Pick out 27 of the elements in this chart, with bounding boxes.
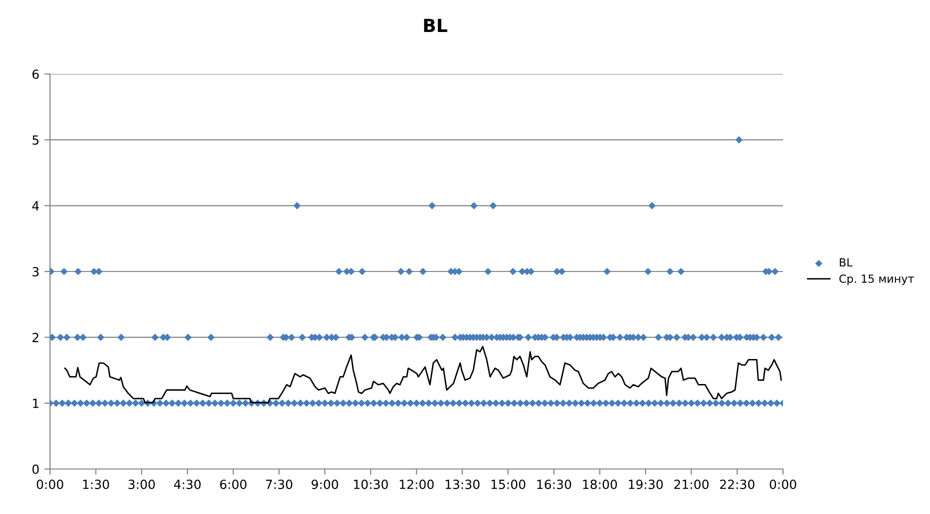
x-tick-label: 18:00 — [583, 480, 617, 490]
x-tick-label: 3:00 — [128, 480, 155, 490]
x-tick-label: 16:30 — [537, 480, 572, 490]
y-tick-label: 5 — [32, 135, 38, 145]
x-tick-label: 7:30 — [266, 480, 292, 490]
x-tick-label: 9:00 — [312, 480, 338, 490]
y-tick-label: 6 — [32, 69, 39, 79]
y-tick-label: 4 — [32, 201, 39, 210]
chart-title: BL — [424, 18, 448, 32]
y-tick-label: 2 — [32, 332, 38, 342]
x-tick-label: 15:00 — [491, 480, 526, 490]
legend-label: Ср. 15 минут — [839, 274, 914, 286]
x-tick-label: 12:00 — [400, 480, 434, 490]
x-tick-label: 6:00 — [220, 480, 246, 490]
x-tick-label: 10:30 — [354, 480, 388, 490]
legend-label: BL — [840, 258, 853, 266]
y-tick-label: 0 — [32, 464, 39, 474]
x-tick-label: 0:00 — [770, 480, 796, 490]
x-tick-label: 13:30 — [446, 480, 480, 490]
x-tick-label: 22:30 — [720, 480, 754, 490]
x-tick-label: 19:30 — [628, 480, 663, 490]
x-tick-label: 4:30 — [174, 480, 201, 490]
y-tick-label: 3 — [32, 266, 39, 276]
x-tick-label: 0:00 — [36, 480, 64, 490]
x-tick-label: 21:00 — [674, 480, 709, 490]
x-tick-label: 1:30 — [83, 480, 110, 490]
y-tick-label: 1 — [33, 398, 38, 408]
